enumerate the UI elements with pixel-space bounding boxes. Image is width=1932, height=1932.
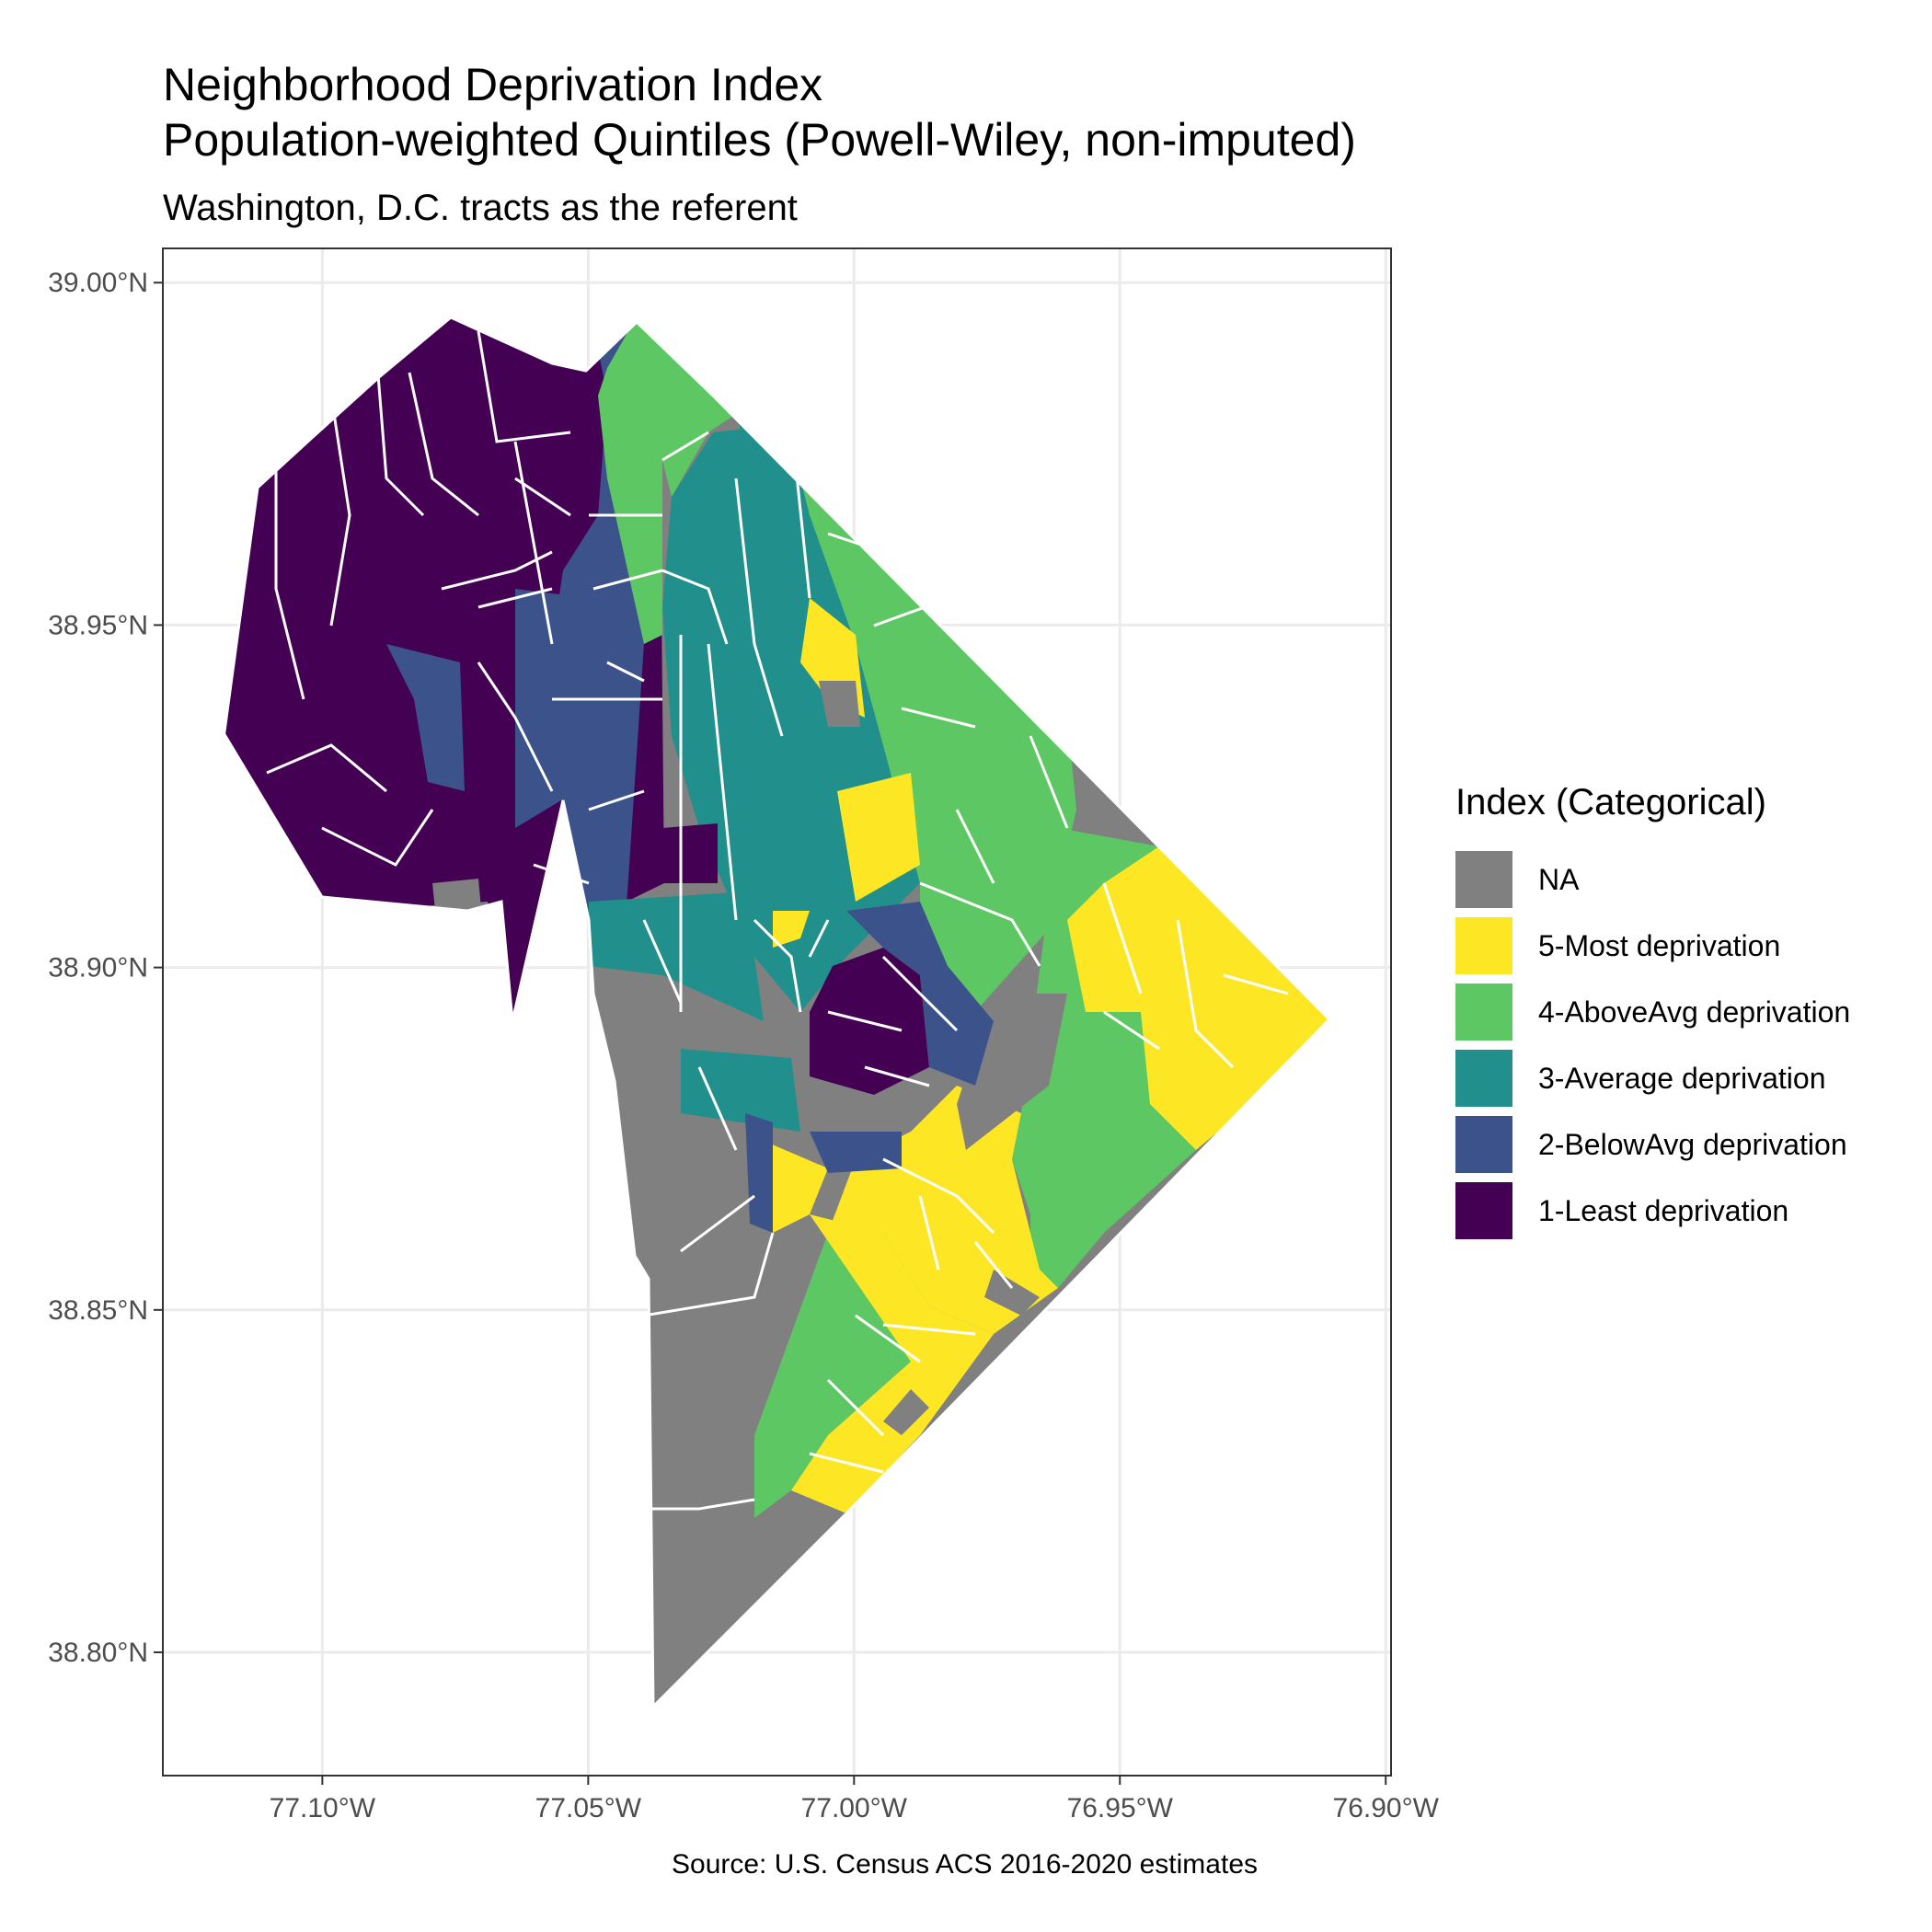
legend-item-aboveavg: 4-AboveAvg deprivation xyxy=(1455,979,1850,1045)
y-tick-label: 38.90°N xyxy=(48,953,148,983)
x-tick-label: 77.00°W xyxy=(801,1793,908,1823)
y-axis: 39.00°N 38.95°N 38.90°N 38.85°N 38.80°N xyxy=(48,268,163,1668)
legend-label: 4-AboveAvg deprivation xyxy=(1538,995,1851,1029)
legend-item-most: 5-Most deprivation xyxy=(1455,913,1850,979)
map-title: Neighborhood Deprivation Index xyxy=(163,59,823,110)
x-tick-label: 76.90°W xyxy=(1333,1793,1440,1823)
map-subtitle: Washington, D.C. tracts as the referent xyxy=(163,188,798,228)
tract-region-belowavg-north xyxy=(515,317,718,920)
tract-region-belowavg-west xyxy=(386,644,465,791)
legend-swatch xyxy=(1455,917,1512,974)
y-tick-label: 38.85°N xyxy=(48,1295,148,1326)
legend-swatch xyxy=(1455,1050,1512,1107)
tract-boundaries xyxy=(266,330,1289,1511)
legend: Index (Categorical) NA 5-Most deprivatio… xyxy=(1455,780,1850,1244)
tract-region-belowavg-mid xyxy=(515,589,589,708)
legend-item-na: NA xyxy=(1455,846,1850,913)
y-tick-label: 39.00°N xyxy=(48,268,148,298)
tract-region-least-central xyxy=(662,823,718,883)
legend-item-average: 3-Average deprivation xyxy=(1455,1045,1850,1111)
x-tick-label: 76.95°W xyxy=(1067,1793,1174,1823)
tract-region-most-east xyxy=(1067,846,1329,1150)
tract-region-average-sw xyxy=(681,1049,800,1132)
legend-swatch xyxy=(1455,1116,1512,1173)
tract-region-belowavg-navyyard xyxy=(810,1132,902,1173)
tract-region-average-dupont xyxy=(589,892,764,1021)
tract-region-aboveavg-se xyxy=(1030,1159,1104,1288)
legend-label: 1-Least deprivation xyxy=(1538,1193,1789,1227)
legend-item-belowavg: 2-BelowAvg deprivation xyxy=(1455,1111,1850,1178)
legend-item-least: 1-Least deprivation xyxy=(1455,1178,1850,1244)
legend-title: Index (Categorical) xyxy=(1455,782,1766,822)
dc-boundary xyxy=(221,316,1332,1710)
legend-swatch xyxy=(1455,1182,1512,1239)
tract-region-most-small xyxy=(773,911,810,948)
map-title-line2: Population-weighted Quintiles (Powell-Wi… xyxy=(163,114,1356,166)
legend-label: 2-BelowAvg deprivation xyxy=(1538,1127,1847,1161)
title-block: Neighborhood Deprivation Index Populatio… xyxy=(163,57,1356,230)
x-axis: 77.10°W 77.05°W 77.00°W 76.95°W 76.90°W xyxy=(270,1776,1440,1823)
legend-label: NA xyxy=(1538,862,1580,896)
x-tick-label: 77.05°W xyxy=(535,1793,642,1823)
tract-region-most-south xyxy=(791,1214,994,1513)
tract-region-na-island1 xyxy=(819,681,860,727)
tract-region-na-island4 xyxy=(984,1270,1040,1316)
tract-region-most-swfront xyxy=(764,1141,828,1233)
tract-region-belowavg-capitolhill xyxy=(846,902,994,1086)
tract-region-belowavg-sw xyxy=(745,1113,773,1233)
y-tick-label: 38.80°N xyxy=(48,1638,148,1668)
plot-border xyxy=(162,247,1392,1777)
tract-region-most-mid xyxy=(837,773,920,902)
legend-label: 3-Average deprivation xyxy=(1538,1061,1826,1095)
tract-region-na-island3 xyxy=(883,1389,929,1435)
x-tick-label: 77.10°W xyxy=(270,1793,376,1823)
y-tick-label: 38.95°N xyxy=(48,610,148,640)
legend-swatch xyxy=(1455,983,1512,1041)
legend-swatch xyxy=(1455,851,1512,908)
tract-region-aboveavg-ne2 xyxy=(920,718,1076,1012)
legend-label: 5-Most deprivation xyxy=(1538,928,1781,962)
source-caption: Source: U.S. Census ACS 2016-2020 estima… xyxy=(672,1849,1259,1880)
